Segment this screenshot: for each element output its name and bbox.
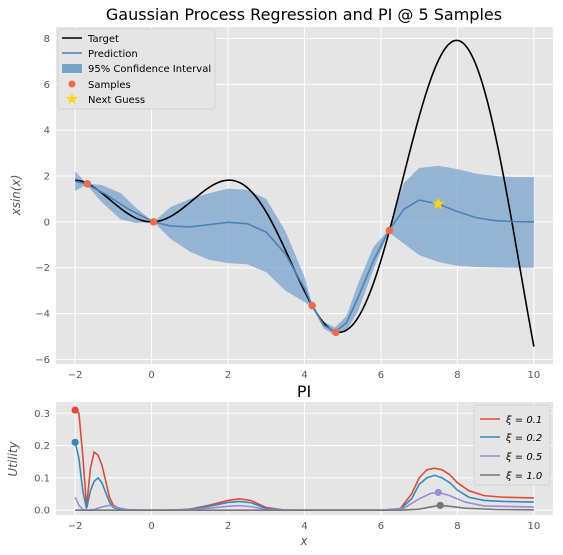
sample-point	[332, 328, 340, 337]
gp-x-tick-labels: −2 0 2 4 6 8 10	[68, 370, 541, 381]
gp-points-layer	[83, 180, 445, 337]
gp-x-tick-label: 4	[301, 370, 307, 381]
pi-x-tick-labels: −2 0 2 4 6 8 10	[68, 521, 541, 532]
gp-x-tick-label: 10	[528, 370, 541, 381]
pi-series-line-1	[74, 442, 534, 511]
legend-samples-label: Samples	[88, 80, 131, 91]
pi-utility-plot: −2 0 2 4 6 8 10 0.0 0.1 0.2 0.3 PI x Utility ξ = …	[6, 382, 553, 548]
legend-xi-1.0-label: ξ = 1.0	[505, 471, 542, 482]
gp-y-tick-label: 8	[44, 34, 50, 45]
gp-x-tick-label: 6	[378, 370, 384, 381]
gp-y-tick-labels: −6 −4 −2 0 2 4 6 8	[35, 34, 50, 366]
pi-y-axis-label: Utility	[6, 440, 20, 476]
confidence-interval-band	[75, 165, 534, 336]
gp-y-tick-label: 2	[44, 172, 50, 183]
pi-x-tick-label: −2	[68, 521, 83, 532]
gp-x-tick-label: 0	[148, 370, 154, 381]
sample-point	[149, 218, 158, 226]
gp-y-tick-label: −6	[35, 355, 50, 366]
pi-x-tick-label: 0	[148, 521, 154, 532]
pi-y-tick-label: 0.3	[34, 409, 50, 420]
gp-y-tick-label: −4	[35, 309, 50, 320]
legend-next-guess-star-icon	[66, 93, 78, 104]
gp-legend-box	[57, 28, 216, 110]
gp-y-tick-label: 6	[44, 80, 50, 91]
pi-x-tick-label: 2	[225, 521, 231, 532]
gp-y-tick-label: 0	[44, 217, 50, 228]
legend-confidence-label: 95% Confidence Interval	[88, 64, 211, 75]
gp-y-tick-label: 4	[44, 126, 50, 137]
pi-series-line-3	[75, 504, 534, 511]
next-guess-star	[432, 197, 445, 210]
legend-next-guess-label: Next Guess	[88, 95, 145, 106]
gp-x-tick-label: 8	[454, 370, 460, 381]
pi-y-tick-label: 0.2	[34, 441, 50, 452]
legend-confidence-swatch	[62, 64, 82, 73]
pi-y-tick-label: 0.1	[34, 473, 50, 484]
gp-y-axis-label: xsin(x)	[9, 175, 23, 217]
pi-markers-layer	[71, 406, 444, 509]
pi-max-marker-0	[71, 406, 79, 414]
gp-plot-title: Gaussian Process Regression and PI @ 5 S…	[106, 5, 502, 24]
sample-point	[83, 180, 92, 188]
gp-y-tick-label: −2	[35, 263, 50, 274]
pi-plot-title: PI	[297, 382, 311, 401]
pi-x-tick-label: 6	[378, 521, 384, 532]
legend-prediction-label: Prediction	[88, 49, 138, 60]
pi-x-tick-label: 4	[301, 521, 307, 532]
pi-max-marker-3	[436, 501, 444, 509]
gp-legend: Target Prediction 95% Confidence Interva…	[57, 28, 216, 110]
pi-x-tick-label: 8	[454, 521, 460, 532]
legend-samples-swatch	[68, 80, 76, 88]
pi-y-tick-label: 0.0	[34, 506, 50, 517]
gp-x-tick-label: −2	[68, 370, 83, 381]
prediction-line	[74, 180, 534, 333]
legend-xi-0.5-label: ξ = 0.5	[505, 452, 542, 463]
pi-y-tick-labels: 0.0 0.1 0.2 0.3	[34, 409, 50, 517]
pi-x-tick-label: 10	[528, 521, 541, 532]
sample-point	[308, 301, 316, 310]
sample-point	[385, 226, 394, 235]
confidence-band-layer	[75, 165, 534, 336]
pi-max-marker-1	[71, 438, 79, 446]
pi-legend: ξ = 0.1 ξ = 0.2 ξ = 0.5 ξ = 1.0	[473, 404, 551, 486]
pi-x-axis-label: x	[299, 534, 308, 548]
legend-target-label: Target	[87, 34, 119, 45]
legend-xi-0.2-label: ξ = 0.2	[505, 433, 542, 444]
legend-xi-0.1-label: ξ = 0.1	[505, 415, 542, 426]
pi-max-marker-2	[434, 488, 442, 496]
gp-x-tick-label: 2	[225, 370, 231, 381]
gp-regression-plot: −2 0 2 4 6 8 10 −6 −4 −2 0 2 4 6 8 Gaussian Process R…	[9, 5, 553, 381]
pi-series-line-0	[74, 409, 534, 511]
pi-legend-box	[473, 404, 551, 486]
